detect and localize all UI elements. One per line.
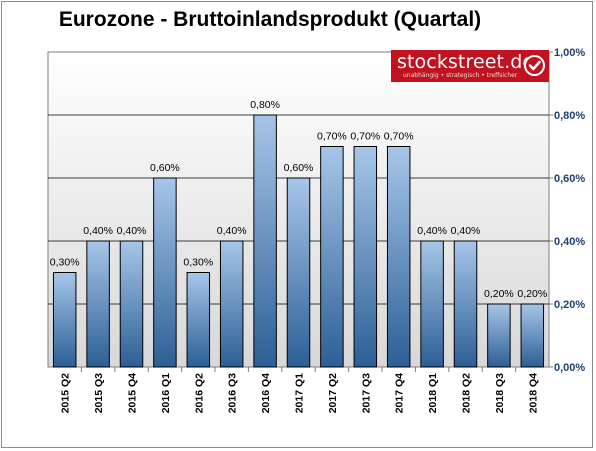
data-label: 0,40% xyxy=(83,225,113,237)
x-tick-label: 2017 Q1 xyxy=(294,373,306,413)
bar xyxy=(219,240,244,368)
x-tick-label: 2018 Q4 xyxy=(527,373,539,413)
data-label: 0,40% xyxy=(451,225,481,237)
bar xyxy=(186,272,211,368)
bar xyxy=(52,272,77,368)
bars xyxy=(52,114,545,368)
stockstreet-logo: stockstreet.de unabhängig • strategisch … xyxy=(391,50,549,82)
x-tick-label: 2017 Q3 xyxy=(360,373,372,413)
x-tick-label: 2016 Q2 xyxy=(193,373,205,413)
chart-title: Eurozone - Bruttoinlandsprodukt (Quartal… xyxy=(58,8,482,31)
data-label: 0,60% xyxy=(150,162,180,174)
data-label: 0,70% xyxy=(350,131,380,143)
checkmark-icon xyxy=(524,55,545,76)
y-tick-label: 0,40% xyxy=(554,236,585,248)
x-tick-label: 2018 Q2 xyxy=(461,373,473,413)
x-tick-label: 2018 Q1 xyxy=(427,373,439,413)
y-tick-label: 0,80% xyxy=(554,110,585,122)
bar xyxy=(487,303,511,368)
bar xyxy=(386,146,411,368)
y-tick-label: 0,20% xyxy=(554,299,585,311)
x-tick-label: 2017 Q2 xyxy=(327,373,339,413)
data-label: 0,60% xyxy=(284,162,314,174)
bar xyxy=(286,177,311,368)
y-tick-label: 0,00% xyxy=(554,362,585,374)
data-labels: 0,30% 0,40% 0,40% 0,60% 0,30% 0,40% 0,80% 0,60%… xyxy=(50,99,547,300)
x-axis-ticks: 2015 Q2 2015 Q3 2015 Q4 2016 Q1 2016 Q2 2016 … xyxy=(60,367,539,413)
logo-tagline: unabhängig • strategisch • treffsicher xyxy=(403,72,518,79)
x-tick-label: 2016 Q4 xyxy=(260,373,272,413)
x-tick-label: 2015 Q2 xyxy=(60,373,72,413)
bar xyxy=(86,240,110,368)
data-label: 0,70% xyxy=(384,131,414,143)
data-label: 0,30% xyxy=(183,257,213,269)
bar xyxy=(320,146,344,368)
data-label: 0,70% xyxy=(317,131,347,143)
y-axis-ticks: 0,00% 0,20% 0,40% 0,60% 0,80% 1,00% xyxy=(549,47,585,374)
bar xyxy=(420,240,444,368)
data-label: 0,40% xyxy=(217,225,247,237)
bar xyxy=(520,303,545,368)
data-label: 0,40% xyxy=(117,225,147,237)
bar xyxy=(119,240,144,368)
bar xyxy=(453,240,478,368)
x-tick-label: 2017 Q4 xyxy=(394,373,406,413)
x-tick-label: 2018 Q3 xyxy=(494,373,506,413)
logo-brand: stockstreet.de xyxy=(397,51,535,73)
y-tick-label: 0,60% xyxy=(554,173,585,185)
bar xyxy=(353,146,378,368)
data-label: 0,20% xyxy=(517,288,547,300)
bar xyxy=(253,114,277,368)
data-label: 0,40% xyxy=(417,225,447,237)
x-tick-label: 2015 Q4 xyxy=(127,373,139,413)
x-tick-label: 2016 Q1 xyxy=(160,373,172,413)
data-label: 0,20% xyxy=(484,288,514,300)
x-tick-label: 2015 Q3 xyxy=(93,373,105,413)
bar xyxy=(153,177,177,368)
data-label: 0,30% xyxy=(50,257,80,269)
x-tick-label: 2016 Q3 xyxy=(227,373,239,413)
y-tick-label: 1,00% xyxy=(554,47,585,59)
data-label: 0,80% xyxy=(250,99,280,111)
